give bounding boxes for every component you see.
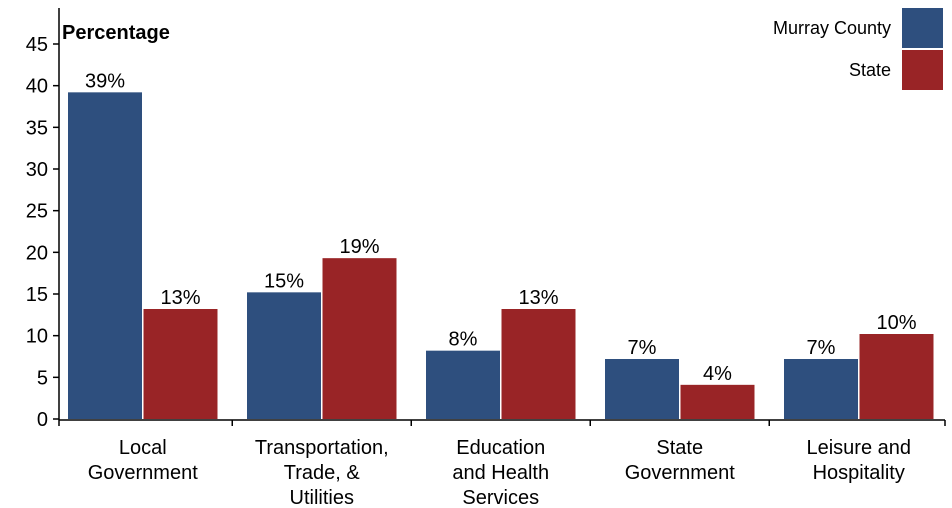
y-tick-label: 25	[26, 201, 48, 223]
x-tick-label: State Government	[625, 437, 735, 484]
data-label: 15%	[264, 270, 304, 292]
y-tick-label: 30	[26, 159, 48, 181]
legend-label: State	[849, 60, 891, 80]
data-label: 4%	[703, 363, 732, 385]
data-label: 7%	[807, 337, 836, 359]
bar-state	[143, 309, 218, 419]
y-tick-label: 0	[37, 409, 48, 431]
y-axis-label: Percentage	[62, 22, 170, 44]
bar-state	[501, 309, 576, 419]
data-label: 39%	[85, 70, 125, 92]
y-tick-label: 10	[26, 326, 48, 348]
x-tick-label: Education and Health Services	[452, 437, 549, 508]
y-tick-label: 20	[26, 242, 48, 264]
bar-state	[680, 384, 755, 419]
x-axis: Local Government Transportation, Trade, & Ut…	[58, 419, 946, 508]
bars: 39% 13% 15% 19% 8% 13% 7% 4% 7% 10%	[68, 70, 934, 419]
y-tick-label: 5	[37, 367, 48, 389]
x-tick-label: Transportation, Trade, & Utilities	[255, 437, 389, 508]
data-label: 19%	[339, 236, 379, 258]
y-axis: 0 5 10 15 20 25 30 35 40 45	[26, 8, 60, 431]
bar-murray-county	[68, 92, 142, 419]
data-label: 13%	[518, 287, 558, 309]
legend-label: Murray County	[773, 18, 891, 38]
x-tick-label: Local Government	[88, 437, 198, 484]
data-label: 13%	[160, 287, 200, 309]
y-tick-label: 15	[26, 284, 48, 306]
legend: Murray County State	[773, 8, 943, 90]
bar-murray-county	[605, 359, 679, 419]
data-label: 8%	[449, 329, 478, 351]
bar-state	[322, 258, 397, 419]
y-tick-label: 45	[26, 34, 48, 56]
y-tick-label: 35	[26, 117, 48, 139]
bar-murray-county	[426, 350, 500, 419]
bar-murray-county	[784, 359, 858, 419]
x-tick-label: Leisure and Hospitality	[806, 437, 911, 484]
legend-swatch	[902, 8, 943, 48]
y-tick-label: 40	[26, 76, 48, 98]
data-label: 7%	[628, 337, 657, 359]
legend-swatch	[902, 50, 943, 90]
bar-murray-county	[247, 292, 321, 419]
data-label: 10%	[876, 312, 916, 334]
bar-state	[859, 334, 934, 419]
